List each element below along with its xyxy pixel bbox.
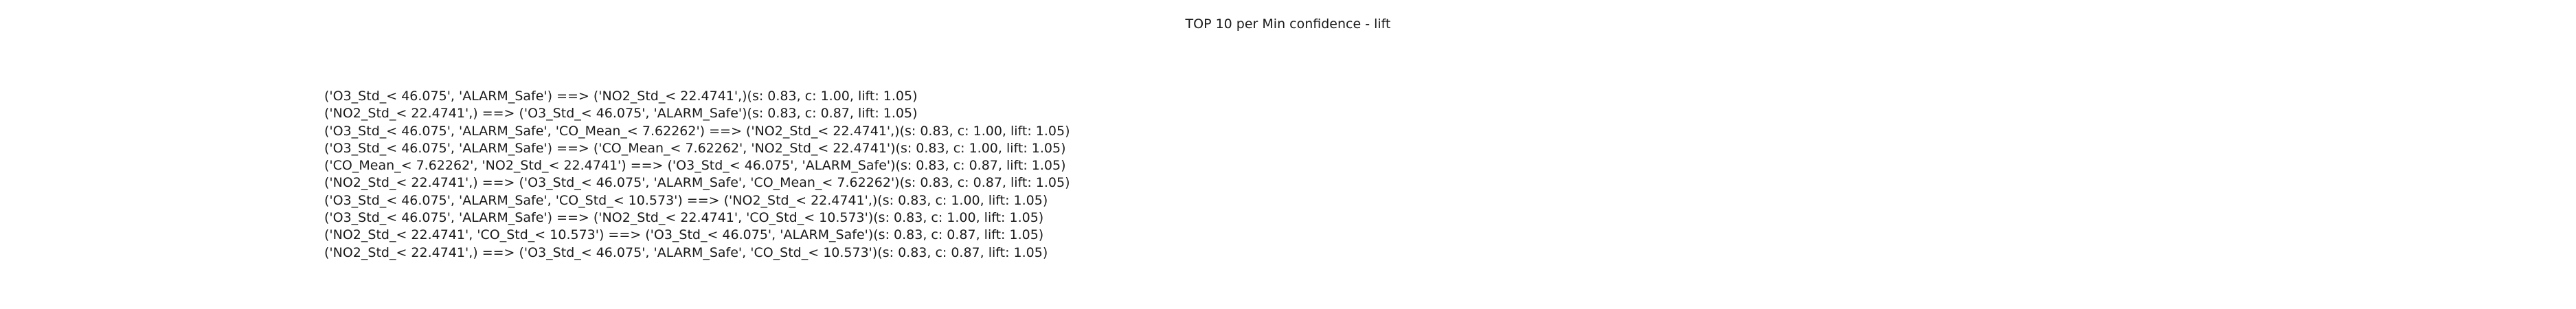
rule-line: ('CO_Mean_< 7.62262', 'NO2_Std_< 22.4741… <box>324 158 1066 174</box>
rule-line: ('O3_Std_< 46.075', 'ALARM_Safe') ==> ('… <box>324 140 1066 156</box>
rule-line: ('NO2_Std_< 22.4741',) ==> ('O3_Std_< 46… <box>324 244 1048 260</box>
association-rules-list: ('O3_Std_< 46.075', 'ALARM_Safe') ==> ('… <box>324 88 1070 262</box>
rule-line: ('NO2_Std_< 22.4741',) ==> ('O3_Std_< 46… <box>324 106 918 122</box>
rule-line: ('O3_Std_< 46.075', 'ALARM_Safe') ==> ('… <box>324 210 1044 226</box>
rule-line: ('NO2_Std_< 22.4741',) ==> ('O3_Std_< 46… <box>324 175 1070 191</box>
rule-line: ('NO2_Std_< 22.4741', 'CO_Std_< 10.573')… <box>324 227 1044 243</box>
rule-line: ('O3_Std_< 46.075', 'ALARM_Safe') ==> ('… <box>324 89 918 104</box>
rule-line: ('O3_Std_< 46.075', 'ALARM_Safe', 'CO_Me… <box>324 123 1070 139</box>
figure-title: TOP 10 per Min confidence - lift <box>1185 16 1391 32</box>
rule-line: ('O3_Std_< 46.075', 'ALARM_Safe', 'CO_St… <box>324 192 1048 208</box>
